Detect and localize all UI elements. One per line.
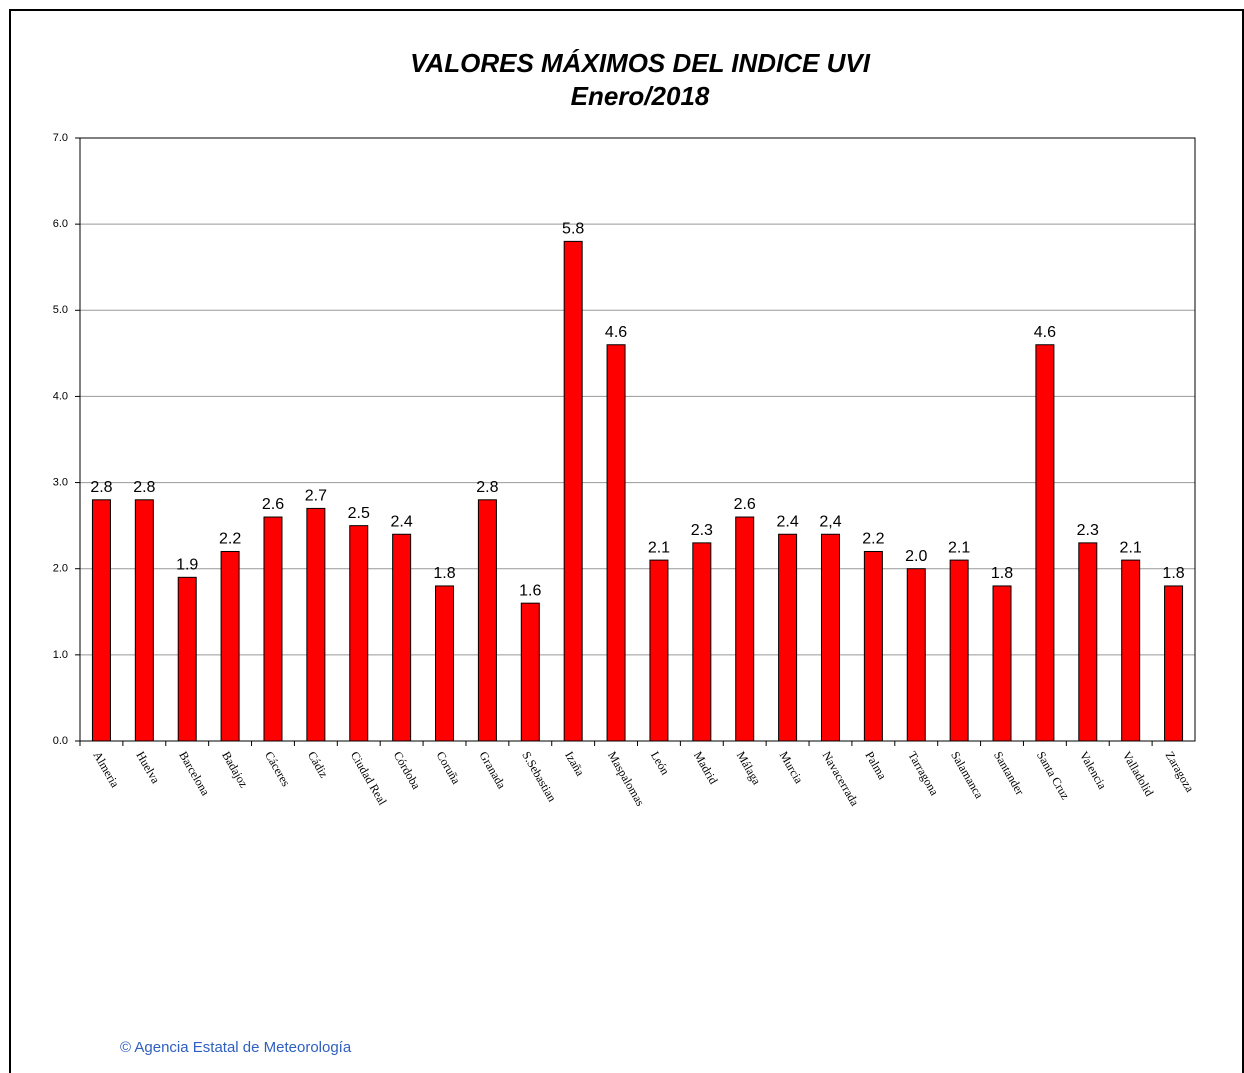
bar: [1078, 542, 1098, 742]
bar: [606, 344, 626, 742]
y-tick-label: 5.0: [53, 304, 68, 316]
x-tick-label: Córdoba: [391, 749, 424, 792]
bar: [820, 533, 840, 742]
y-tick-label: 3.0: [53, 476, 68, 488]
bar: [263, 516, 283, 742]
x-tick-label: León: [648, 749, 672, 777]
x-tick-label: Cádiz: [305, 749, 331, 780]
bar: [1121, 559, 1141, 742]
bar: [477, 499, 497, 742]
x-tick-label: Valencia: [1077, 749, 1110, 792]
bar: [392, 533, 412, 742]
value-label: 1.8: [991, 565, 1013, 582]
chart-title: VALORES MÁXIMOS DEL INDICE UVI: [410, 48, 871, 78]
bar: [134, 499, 154, 742]
value-label: 2.1: [648, 539, 670, 556]
y-tick-label: 1.0: [53, 649, 68, 661]
bar: [735, 516, 755, 742]
x-tick-label: Ciudad Real: [348, 749, 390, 808]
x-tick-label: Badajoz: [219, 749, 251, 790]
bar: [906, 568, 926, 742]
bar: [949, 559, 969, 742]
value-label: 2.1: [1120, 539, 1142, 556]
source: © Agencia Estatal de Meteorología: [120, 1039, 352, 1056]
value-label: 2.8: [476, 479, 498, 496]
value-label: 1.6: [519, 582, 541, 599]
x-tick-label: Salamanca: [948, 749, 986, 802]
frame: [9, 9, 1244, 1073]
value-label: 2.7: [305, 488, 327, 505]
bar: [563, 240, 583, 742]
x-tick-label: Cáceres: [262, 749, 293, 789]
value-label: 2,4: [819, 513, 841, 530]
value-label: 2.2: [219, 531, 241, 548]
x-tick-label: Palma: [862, 749, 889, 783]
x-tick-label: Coruña: [434, 749, 464, 787]
y-tick-label: 7.0: [53, 132, 68, 144]
bar: [649, 559, 669, 742]
x-tick-label: Izaña: [562, 749, 587, 779]
bar: [435, 585, 455, 742]
bar: [91, 499, 111, 742]
value-label: 1.8: [1162, 565, 1184, 582]
x-tick-label: Huelva: [133, 749, 163, 787]
bar: [692, 542, 712, 742]
y-tick-label: 0.0: [53, 735, 68, 747]
bar: [177, 576, 197, 742]
x-tick-label: Maspalomas: [605, 749, 648, 809]
x-tick-label: Murcia: [777, 749, 807, 787]
x-tick-label: Zaragoza: [1163, 749, 1198, 795]
bar: [220, 550, 240, 742]
value-label: 4.6: [1034, 324, 1056, 341]
value-label: 2.0: [905, 548, 927, 565]
bar: [863, 550, 883, 742]
value-label: 2.2: [862, 531, 884, 548]
value-label: 2.1: [948, 539, 970, 556]
value-label: 1.9: [176, 557, 198, 574]
x-tick-label: Almeria: [90, 749, 122, 791]
value-label: 2.8: [90, 479, 112, 496]
value-label: 2.6: [734, 496, 756, 513]
x-tick-label: Madrid: [691, 749, 721, 787]
value-label: 2.3: [1077, 522, 1099, 539]
bar: [778, 533, 798, 742]
x-tick-label: Santa Cruz: [1034, 749, 1073, 802]
bar: [306, 507, 326, 742]
x-tick-label: S.Sebastian: [519, 749, 559, 804]
chart-subtitle: Enero/2018: [571, 81, 710, 111]
value-label: 4.6: [605, 324, 627, 341]
plot-area: [79, 137, 1196, 742]
x-tick-label: Tarragona: [905, 749, 942, 799]
bar: [992, 585, 1012, 742]
value-label: 2.5: [348, 505, 370, 522]
value-label: 2.8: [133, 479, 155, 496]
value-label: 1.8: [433, 565, 455, 582]
y-tick-label: 4.0: [53, 390, 68, 402]
x-tick-label: Málaga: [734, 749, 764, 788]
value-label: 2.3: [691, 522, 713, 539]
x-tick-label: Barcelona: [176, 749, 213, 799]
y-tick-label: 6.0: [53, 218, 68, 230]
bar: [520, 602, 540, 742]
bar: [349, 525, 369, 742]
bar: [1164, 585, 1184, 742]
value-label: 2.6: [262, 496, 284, 513]
y-tick-label: 2.0: [53, 563, 68, 575]
value-label: 2.4: [391, 513, 413, 530]
x-tick-label: Santander: [991, 749, 1027, 798]
value-label: 5.8: [562, 221, 584, 238]
value-label: 2.4: [776, 513, 798, 530]
bar: [1035, 344, 1055, 742]
x-tick-label: Navacerrada: [820, 749, 863, 809]
x-tick-label: Valladolid: [1120, 749, 1157, 799]
x-tick-label: Granada: [476, 749, 509, 792]
